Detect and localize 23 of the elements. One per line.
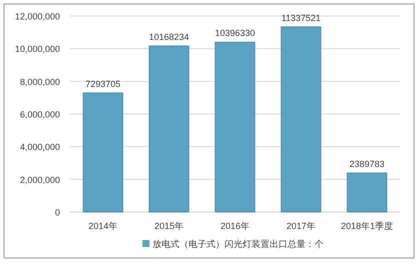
y-tick-label: 4,000,000 — [20, 142, 60, 152]
x-tick-label: 2018年1季度 — [340, 221, 394, 231]
y-tick-label: 2,000,000 — [20, 174, 60, 185]
x-tick-label: 2016年 — [220, 221, 250, 231]
y-tick-label: 0 — [54, 208, 60, 218]
y-tick-label: 8,000,000 — [20, 76, 60, 87]
bar — [214, 42, 256, 212]
y-tick-label: 10,000,000 — [14, 44, 60, 54]
bar — [346, 172, 388, 212]
data-label: 7293705 — [85, 78, 121, 89]
y-tick-label: 12,000,000 — [14, 12, 60, 22]
bar — [82, 92, 124, 212]
y-tick-label: 6,000,000 — [20, 110, 60, 120]
x-tick-label: 2015年 — [154, 221, 184, 231]
bar — [148, 46, 190, 212]
data-label: 10396330 — [214, 28, 256, 38]
data-label: 2389783 — [349, 158, 385, 169]
bar — [280, 26, 322, 212]
legend-label: 放电式（电子式）闪光灯装置出口总量：个 — [152, 239, 324, 249]
x-tick-label: 2014年 — [88, 221, 118, 231]
data-label: 11337521 — [281, 12, 321, 23]
data-label: 10168234 — [148, 32, 190, 42]
x-tick-label: 2017年 — [286, 221, 316, 231]
